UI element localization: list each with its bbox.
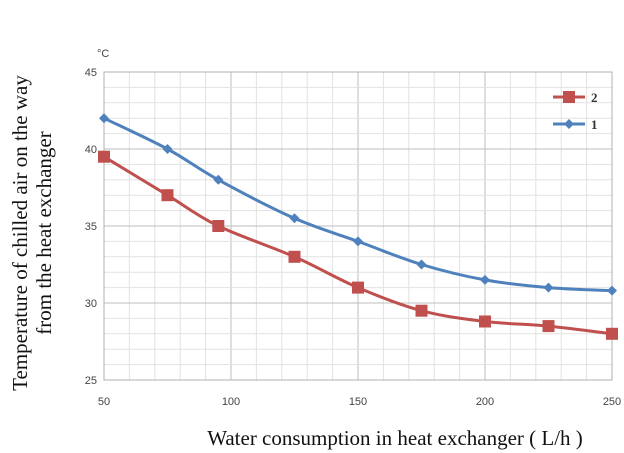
plot-border: [103, 71, 613, 381]
series-1-point: [99, 113, 109, 124]
series-1-point: [607, 285, 617, 296]
series-2-point: [542, 320, 555, 333]
x-tick-label: 250: [603, 396, 621, 408]
x-axis-title: Water consumption in heat exchanger ( L/…: [207, 426, 583, 450]
legend-swatch-marker: [564, 119, 574, 129]
x-tick-label: 150: [349, 396, 367, 408]
series-1-point: [416, 259, 427, 270]
y-tick-label: 45: [85, 67, 97, 79]
y-tick-label: 35: [85, 221, 97, 233]
series-1-point: [162, 144, 173, 154]
y-unit-label: °C: [97, 48, 109, 60]
series-1-point: [213, 174, 224, 185]
series-1-point: [543, 282, 554, 293]
x-tick-label: 100: [222, 396, 240, 408]
y-tick-labels: 25 30 35 40 45: [85, 67, 97, 387]
legend-label: 2: [591, 90, 598, 105]
y-tick-label: 40: [85, 144, 97, 156]
grid: [103, 71, 613, 381]
legend-swatch-marker: [563, 91, 575, 103]
series-2-point: [98, 150, 110, 163]
x-tick-label: 200: [476, 396, 494, 408]
series-1-point: [480, 274, 490, 285]
x-tick-labels: 50 100 150 200 250: [98, 396, 621, 408]
y-axis-title-line2: from the heat exchanger: [32, 131, 56, 334]
y-tick-label: 30: [85, 298, 97, 310]
series-1-point: [289, 213, 300, 224]
legend-label: 1: [591, 117, 598, 132]
series-layer: [98, 113, 618, 340]
series-2-point: [415, 304, 428, 317]
series-2-point: [288, 250, 301, 263]
series-2-point: [606, 327, 618, 340]
series-2-point: [212, 220, 225, 232]
y-axis-title: Temperature of chilled air on the way fr…: [8, 75, 56, 391]
y-axis-title-line1: Temperature of chilled air on the way: [8, 75, 32, 391]
series-1-point: [353, 236, 363, 247]
series-2-point: [479, 315, 491, 328]
legend: 21: [553, 90, 598, 132]
y-tick-label: 25: [85, 375, 97, 387]
series-2-point: [352, 281, 364, 294]
x-tick-label: 50: [98, 396, 110, 408]
series-2-point: [161, 189, 174, 202]
